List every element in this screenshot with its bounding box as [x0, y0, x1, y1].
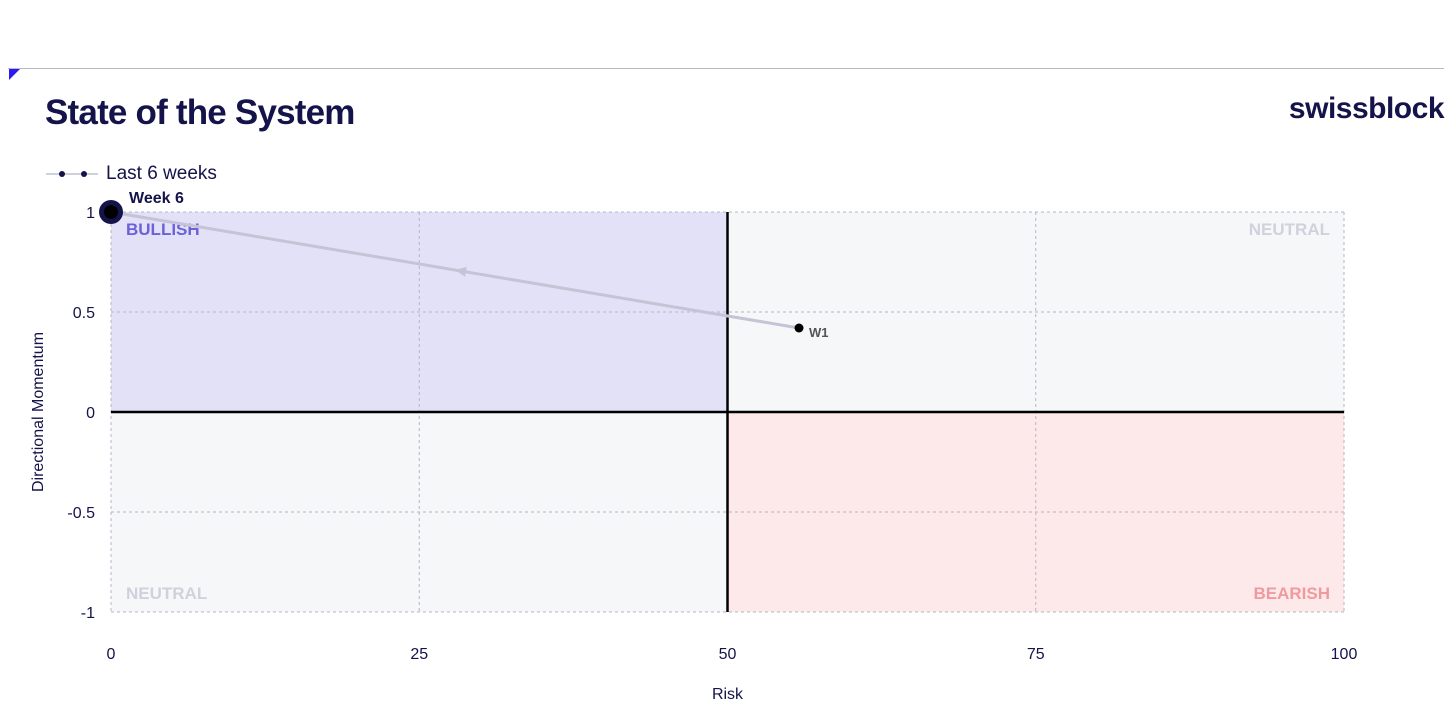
legend-line-marker-icon [46, 171, 98, 177]
page-title: State of the System [45, 93, 355, 132]
direction-arrow-icon [455, 266, 467, 277]
y-tick-label: -0.5 [67, 505, 95, 522]
y-axis-label: Directional Momentum [30, 332, 47, 492]
x-tick-label: 0 [107, 646, 116, 663]
x-tick-label: 75 [1027, 646, 1045, 663]
top-divider [8, 68, 1444, 69]
legend-label: Last 6 weeks [106, 163, 217, 184]
y-tick-label: 1 [86, 205, 95, 222]
x-tick-label: 100 [1331, 646, 1358, 663]
y-tick-label: -1 [81, 605, 95, 622]
quadrant-label-neutral-top-right: NEUTRAL [1249, 220, 1330, 239]
x-axis-label: Risk [712, 686, 744, 703]
quadrant-label-bearish-bottom-right: BEARISH [1253, 584, 1330, 603]
quadrant-label-bullish-top-left: BULLISH [126, 220, 200, 239]
y-tick-label: 0.5 [73, 305, 95, 322]
brand-logo: swissblock [1288, 92, 1445, 125]
corner-accent-mark [9, 69, 20, 80]
quadrant-label-neutral-bottom-left: NEUTRAL [126, 584, 207, 603]
y-tick-label: 0 [86, 405, 95, 422]
data-point-w1 [794, 323, 804, 333]
data-label-w1: W1 [809, 325, 829, 340]
x-tick-label: 25 [410, 646, 428, 663]
data-label-week-6: Week 6 [129, 190, 184, 207]
chart-legend: Last 6 weeks [46, 162, 217, 186]
data-point-week-6-core [104, 205, 118, 219]
x-tick-label: 50 [719, 646, 737, 663]
